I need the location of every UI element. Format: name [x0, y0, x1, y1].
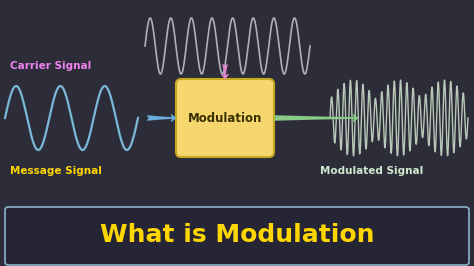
- Text: Message Signal: Message Signal: [10, 166, 102, 176]
- FancyBboxPatch shape: [5, 207, 469, 265]
- Text: What is Modulation: What is Modulation: [100, 223, 374, 247]
- Text: Carrier Signal: Carrier Signal: [10, 61, 91, 71]
- FancyBboxPatch shape: [176, 79, 274, 157]
- Text: Modulated Signal: Modulated Signal: [320, 166, 423, 176]
- Text: Modulation: Modulation: [188, 111, 262, 124]
